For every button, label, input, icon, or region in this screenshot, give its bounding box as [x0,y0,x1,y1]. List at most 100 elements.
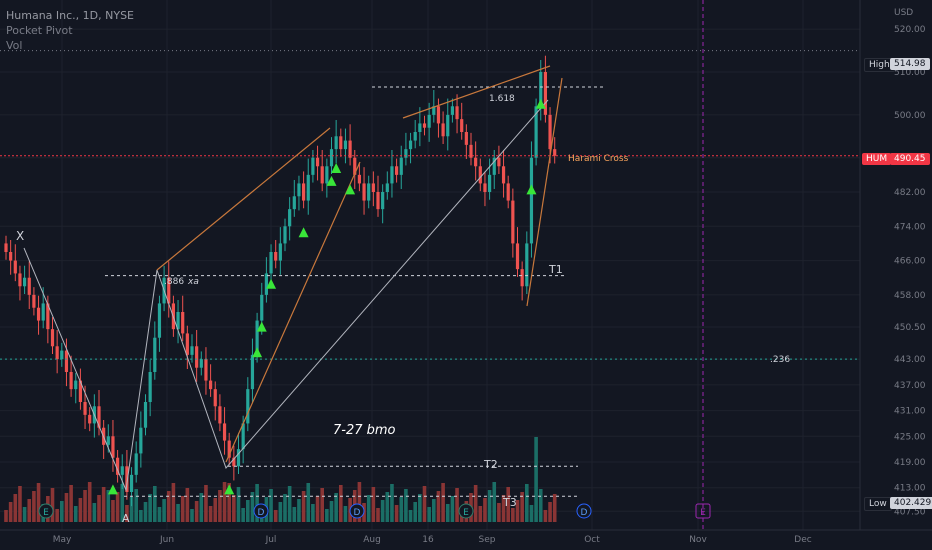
volume-bar [273,510,278,522]
candle-body [143,402,148,428]
volume-bar [36,483,41,522]
candle-body [83,402,87,415]
high-value: 514.98 [890,58,930,70]
volume-bar [427,507,431,522]
price-tick-label: 425.00 [894,432,926,442]
candle-body [376,192,380,210]
volume-bar [176,504,180,522]
candle-body [357,174,361,184]
candle-body [199,359,203,368]
volume-bar [441,483,445,522]
volume-bar [371,487,376,522]
volume-bar [50,488,55,522]
candle-body [195,346,199,368]
candle-body [315,157,320,167]
candle-body [302,183,306,201]
time-tick-label: May [53,535,72,545]
current-price-label: HUM [862,153,892,165]
volume-bar [157,507,162,522]
volume-bar [87,482,92,522]
pocket-pivot-triangle [298,227,309,238]
volume-bar [534,437,538,522]
volume-bar [64,493,69,522]
price-tick-label: 482.00 [894,188,926,198]
volume-bar [236,487,241,522]
volume-bar [171,483,176,522]
candle-body [232,457,236,467]
volume-bars [4,437,557,522]
drawing-overlays [0,50,860,497]
symbol-title[interactable]: Humana Inc., 1D, NYSE [6,9,135,22]
candle-body [153,337,157,372]
time-tick-label: 16 [422,535,434,545]
candle-body [455,106,459,120]
candle-body [120,466,124,475]
price-tick-label: 419.00 [894,458,926,468]
candle-body [529,157,534,244]
trendline-upper-1 [156,127,331,271]
candle-body [311,157,315,175]
indicator-pocket-pivot[interactable]: Pocket Pivot [6,24,73,37]
volume-bar [497,503,501,522]
pocket-pivot-triangle [526,184,537,195]
price-tick-label: 500.00 [894,111,926,121]
volume-bar [357,482,362,522]
candle-body [185,333,189,355]
candle-body [139,427,143,454]
volume-bar [450,496,455,522]
volume-bar [515,500,520,522]
target-t1-label: T1 [548,263,563,276]
candle-body [167,277,171,304]
candle-body [241,423,245,450]
candle-body [134,453,138,475]
volume-bar [162,499,166,522]
volume-bar [538,489,543,522]
volume-bar [78,498,83,522]
volume-bar [404,489,408,522]
event-marker-circle [349,503,365,519]
candle-body [88,414,92,424]
candle-body [78,380,82,402]
volume-bar [120,484,125,522]
price-tick-label: 443.00 [894,355,926,365]
candle-body [474,157,478,167]
volume-bar [143,502,148,522]
candle-body [418,123,422,132]
event-marker-letter: E [700,508,706,518]
indicator-volume[interactable]: Vol [6,39,23,52]
candle-body [464,132,468,145]
volume-bar [255,484,259,522]
time-tick-label: Jul [265,535,277,545]
volume-bar [73,506,78,522]
candle-body [381,192,385,210]
candle-body [227,440,231,458]
candle-body [520,269,524,287]
volume-bar [115,492,120,522]
volume-bar [506,487,510,522]
candle-body [297,183,301,197]
volume-bar [390,484,394,522]
event-marker-letter: D [258,508,265,518]
volume-bar [297,499,301,522]
candle-body [278,243,282,261]
candle-body [4,243,8,252]
price-tick-label: 450.50 [894,323,926,333]
candle-body [334,136,338,150]
price-tick-label: 413.00 [894,484,926,494]
volume-bar [13,494,18,522]
fib-1618-label: 1.618 [489,94,515,104]
volume-bar [511,508,515,522]
fib-236-label: .236 [770,355,790,365]
target-t2-label: T2 [483,458,498,471]
candle-body [450,106,454,115]
currency-label: USD [894,8,913,18]
volume-bar [343,506,348,522]
candle-body [553,149,557,156]
candle-body [432,106,436,115]
volume-bar [529,505,534,522]
time-tick-label: Sep [479,535,496,545]
time-tick-label: Jun [159,535,174,545]
volume-bar [525,484,529,522]
candle-body [320,166,324,184]
